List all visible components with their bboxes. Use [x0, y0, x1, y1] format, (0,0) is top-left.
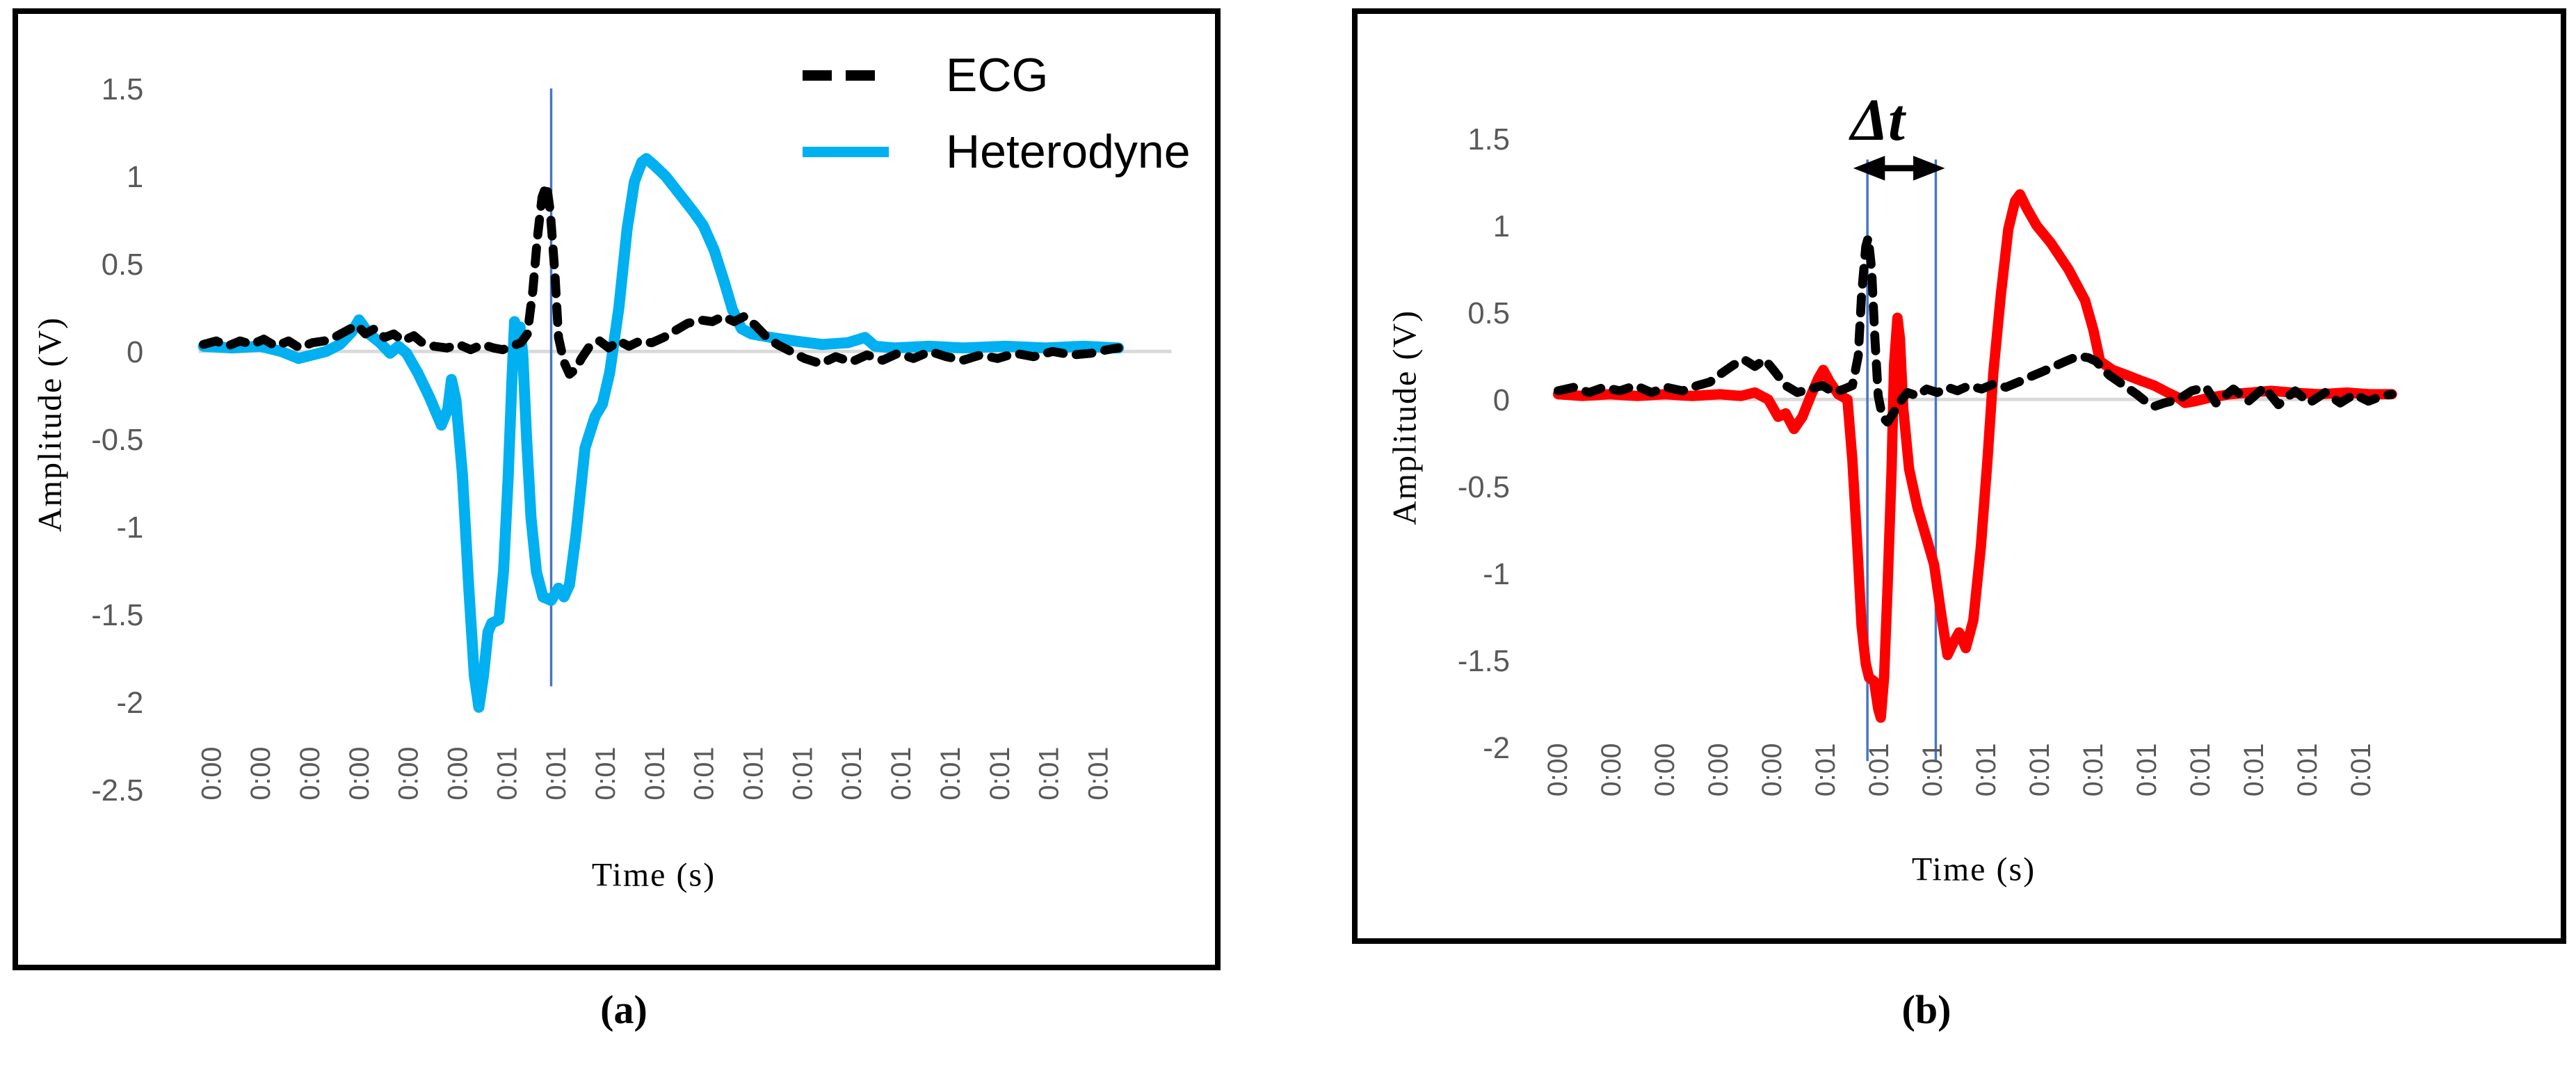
x-tick-label: 0:01 — [492, 747, 522, 801]
legend-label-heterodyne: Heterodyne — [946, 125, 1191, 178]
y-tick-label: -0.5 — [1458, 471, 1510, 504]
chart-b-panel: 1.5 1 0.5 0 -0.5 -1 -1.5 -2 0:00 0:00 0:00 0:00 0:00… — [1352, 8, 2566, 944]
legend-label-ecg: ECG — [946, 49, 1049, 102]
x-tick-label: 0:01 — [689, 747, 720, 801]
y-tick-label: 1 — [127, 161, 143, 194]
chart-b-x-axis-title: Time (s) — [1911, 851, 2036, 888]
y-tick-label: 0.5 — [102, 248, 144, 282]
x-tick-label: 0:00 — [1757, 743, 1787, 796]
y-tick-label: 0.5 — [1467, 297, 1510, 330]
arrowhead-right-icon — [1913, 156, 1945, 181]
x-tick-label: 0:01 — [886, 747, 917, 801]
y-tick-label: -1 — [1483, 558, 1510, 591]
x-tick-label: 0:00 — [1596, 743, 1627, 796]
ecg-dashed-line-icon — [803, 70, 889, 81]
y-tick-label: 1.5 — [1467, 123, 1510, 156]
x-tick-label: 0:01 — [2292, 743, 2323, 796]
x-tick-label: 0:01 — [1810, 743, 1841, 796]
chart-a-legend: ECG Heterodyne — [803, 47, 1191, 179]
x-tick-label: 0:00 — [442, 747, 473, 801]
x-tick-label: 0:01 — [1034, 747, 1065, 801]
x-tick-label: 0:01 — [787, 747, 818, 801]
x-tick-label: 0:01 — [1917, 743, 1948, 796]
arrowhead-left-icon — [1853, 156, 1885, 181]
x-tick-label: 0:00 — [394, 747, 424, 801]
x-tick-label: 0:01 — [1971, 743, 2002, 796]
y-tick-label: 1.5 — [102, 73, 144, 106]
heterodyne-line-icon — [803, 146, 889, 157]
caption-b: (b) — [1901, 987, 1951, 1032]
x-tick-label: 0:01 — [2346, 743, 2376, 796]
legend-item-ecg: ECG — [803, 47, 1191, 103]
caption-a: (a) — [600, 987, 647, 1032]
series-ecg — [1553, 233, 2397, 427]
legend-item-heterodyne: Heterodyne — [803, 124, 1191, 179]
delta-t-annotation: Δt — [1851, 86, 1905, 153]
series-heterodyne — [198, 153, 1125, 713]
x-tick-label: 0:00 — [295, 747, 325, 801]
y-tick-label: -0.5 — [91, 424, 143, 457]
x-tick-label: 0:01 — [739, 747, 769, 801]
x-tick-label: 0:01 — [985, 747, 1015, 801]
y-tick-label: 0 — [127, 336, 143, 369]
x-tick-label: 0:00 — [196, 747, 227, 801]
chart-b-y-axis-title: Amplitude (V) — [1386, 310, 1424, 525]
x-tick-label: 0:01 — [640, 747, 670, 801]
y-tick-label: -1.5 — [1458, 645, 1510, 678]
chart-a-y-axis-title: Amplitude (V) — [31, 316, 69, 532]
x-tick-label: 0:01 — [1864, 743, 1894, 796]
x-tick-label: 0:01 — [2132, 743, 2162, 796]
series-homodyne — [1552, 188, 2397, 723]
y-tick-label: 0 — [1493, 384, 1510, 417]
x-tick-label: 0:01 — [2024, 743, 2055, 796]
x-tick-label: 0:01 — [935, 747, 966, 801]
x-tick-label: 0:00 — [245, 747, 276, 801]
y-tick-label: -2 — [117, 686, 144, 720]
x-tick-label: 0:01 — [2239, 743, 2269, 796]
x-tick-label: 0:01 — [837, 747, 867, 801]
x-tick-label: 0:00 — [344, 747, 375, 801]
y-tick-label: -2 — [1483, 732, 1510, 765]
y-tick-label: 1 — [1493, 210, 1510, 243]
chart-b-plot: 1.5 1 0.5 0 -0.5 -1 -1.5 -2 0:00 0:00 0:00 0:00 0:00… — [1458, 123, 2397, 796]
x-tick-label: 0:01 — [2185, 743, 2216, 796]
x-tick-label: 0:01 — [2078, 743, 2109, 796]
chart-a-x-axis-title: Time (s) — [591, 856, 716, 894]
x-tick-label: 0:00 — [1650, 743, 1680, 796]
chart-a-plot: 1.5 1 0.5 0 -0.5 -1 -1.5 -2 -2.5 0:00 0:00 0:00 0:00… — [91, 73, 1172, 808]
y-tick-label: -1.5 — [91, 599, 143, 632]
y-tick-label: -2.5 — [91, 774, 143, 808]
x-tick-label: 0:01 — [590, 747, 621, 801]
x-tick-label: 0:01 — [541, 747, 572, 801]
x-tick-label: 0:00 — [1703, 743, 1734, 796]
y-tick-label: -1 — [117, 511, 144, 545]
chart-a-panel: 1.5 1 0.5 0 -0.5 -1 -1.5 -2 -2.5 0:00 0:00 0:00 0:00… — [13, 8, 1221, 970]
series-ecg — [199, 180, 1123, 379]
x-tick-label: 0:01 — [1083, 747, 1113, 801]
x-tick-label: 0:00 — [1543, 743, 1573, 796]
